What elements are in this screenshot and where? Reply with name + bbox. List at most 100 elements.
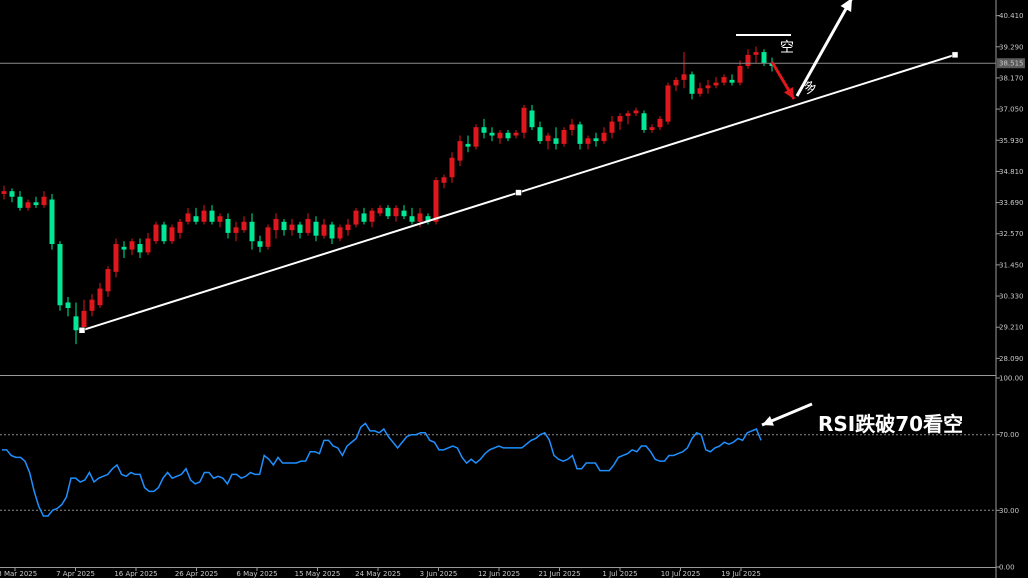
price-tick-label: 32.570 [999, 230, 1024, 238]
long-arrow-shaft [795, 0, 853, 97]
trendline-handle[interactable] [951, 51, 959, 59]
candle-body [665, 85, 671, 122]
x-tick-label: 1 Jul 2025 [602, 570, 637, 578]
grid-layer [0, 0, 997, 578]
candle-body [329, 224, 335, 239]
candle-body [265, 227, 271, 247]
candle-body [153, 224, 159, 242]
candle-body [489, 132, 495, 136]
candle-body [497, 132, 503, 139]
candle-body [417, 213, 423, 222]
candle-body [449, 157, 455, 178]
candle-body [529, 110, 535, 128]
candle-body [361, 213, 367, 222]
trendline-handle[interactable] [515, 189, 522, 196]
candle-body [697, 88, 703, 94]
rsi-layer [0, 422, 996, 517]
candle-body [401, 210, 407, 217]
long-label: 多 [802, 78, 820, 97]
rsi-line [2, 422, 762, 517]
candle-body [617, 116, 623, 122]
candle-body [537, 127, 543, 142]
price-tick-label: 28.090 [999, 355, 1024, 363]
candle-body [633, 110, 639, 114]
long-arrow [795, 0, 853, 97]
candle-body [241, 221, 247, 231]
candle-body [129, 241, 135, 250]
candle-body [721, 77, 727, 83]
current-price-label: 38.515 [999, 60, 1024, 68]
candle-body [409, 216, 415, 222]
x-tick-label: 28 Mar 2025 [0, 570, 37, 578]
candle-body [297, 224, 303, 233]
x-tick-label: 7 Apr 2025 [56, 570, 95, 578]
candle-body [217, 216, 223, 222]
candle-body [425, 216, 431, 222]
price-tick-label: 31.450 [999, 261, 1024, 269]
candle-body [281, 221, 287, 231]
candle-body [121, 246, 127, 250]
candle-body [9, 191, 15, 197]
overlay-layer: 38.515 空多 [0, 0, 1025, 427]
candle-body [745, 54, 751, 66]
x-tick-label: 15 May 2025 [295, 570, 341, 578]
candle-body [257, 241, 263, 247]
rsi-tick-label: 0.00 [999, 564, 1015, 572]
rsi-tick-label: 70.00 [999, 431, 1019, 439]
candle-body [57, 244, 63, 306]
x-tick-label: 26 Apr 2025 [175, 570, 218, 578]
candle-body [673, 79, 679, 86]
candle-body [41, 196, 47, 206]
rsi-tick-label: 30.00 [999, 507, 1019, 515]
price-tick-label: 33.690 [999, 199, 1024, 207]
candle-body [609, 121, 615, 133]
price-tick-label: 38.170 [999, 74, 1024, 82]
candle-body [185, 213, 191, 222]
candle-body [705, 85, 711, 89]
candle-body [337, 227, 343, 239]
candle-body [169, 227, 175, 242]
rsi-tick-label: 100.00 [999, 375, 1024, 383]
candle-body [17, 196, 23, 208]
candle-body [625, 113, 631, 117]
candle-body [289, 224, 295, 231]
candle-body [577, 124, 583, 144]
candle-body [689, 74, 695, 94]
candle-body [473, 127, 479, 147]
short-label: 空 [780, 40, 794, 56]
candle-body [433, 180, 439, 222]
candle-body [33, 202, 39, 206]
candle-body [73, 316, 79, 331]
candle-body [657, 118, 663, 128]
candle-body [273, 218, 279, 231]
candle-body [561, 129, 567, 144]
price-tick-label: 34.810 [999, 168, 1024, 176]
price-tick-label: 35.930 [999, 137, 1024, 145]
price-tick-label: 29.210 [999, 324, 1024, 332]
candle-body [585, 138, 591, 144]
candle-body [97, 288, 103, 306]
x-tick-label: 6 May 2025 [236, 570, 277, 578]
candle-body [385, 207, 391, 217]
candle-body [1, 191, 7, 194]
annotation-layer: RSI跌破70看空 [818, 412, 963, 436]
candle-body [105, 269, 111, 292]
candle-body [353, 210, 359, 225]
candle-body [457, 141, 463, 161]
x-tick-label: 19 Jul 2025 [721, 570, 761, 578]
rsi-arrow [761, 402, 813, 427]
candle-body [377, 207, 383, 214]
candle-body [49, 199, 55, 245]
price-tick-label: 40.410 [999, 12, 1024, 20]
candle-body [505, 132, 511, 139]
candle-body [761, 52, 767, 64]
trendline-handle[interactable] [78, 327, 86, 334]
long-arrow-head [840, 0, 852, 12]
x-tick-label: 21 Jun 2025 [538, 570, 580, 578]
candle-body [81, 310, 87, 328]
candle-body [681, 74, 687, 80]
candle-body [305, 218, 311, 233]
candle-body [393, 207, 399, 217]
candle-body [137, 244, 143, 253]
